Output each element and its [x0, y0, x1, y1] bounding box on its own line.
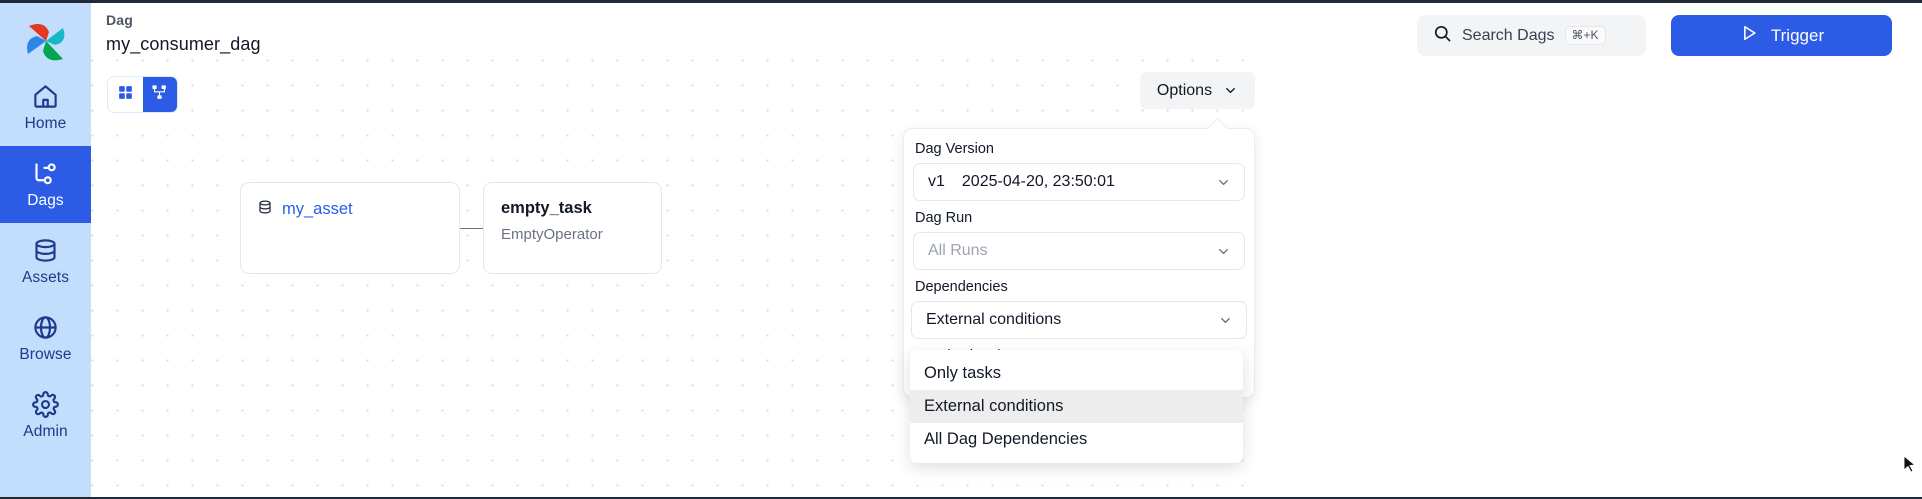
page-title: my_consumer_dag	[106, 34, 261, 54]
graph-node-task-label: empty_task	[501, 199, 592, 217]
sidebar-item-label: Admin	[23, 422, 68, 440]
dependencies-select[interactable]: External conditions	[911, 301, 1247, 339]
dependencies-label: Dependencies	[915, 279, 1008, 295]
grid-icon	[117, 84, 134, 106]
chevron-down-icon	[1216, 244, 1231, 259]
play-icon	[1739, 23, 1759, 48]
dependencies-option-only-tasks[interactable]: Only tasks	[924, 364, 1002, 382]
chevron-down-icon	[1223, 83, 1238, 98]
chevron-down-icon	[1216, 175, 1231, 190]
dag-run-select[interactable]: All Runs	[913, 232, 1245, 270]
page-header: Dag my_consumer_dag	[106, 12, 261, 55]
sidebar-item-label: Dags	[27, 191, 64, 209]
dag-detail-panel: my_consumer_dag Run Backfill	[1266, 59, 1922, 499]
graph-node-task-operator: EmptyOperator	[501, 226, 603, 243]
search-input[interactable]: Search Dags ⌘+K	[1417, 15, 1646, 56]
sidebar-item-assets[interactable]: Assets	[0, 223, 91, 300]
search-icon	[1433, 24, 1452, 48]
gear-icon	[32, 390, 59, 418]
dependencies-listbox: Only tasks External conditions All Dag D…	[910, 350, 1243, 463]
graph-node-task[interactable]: empty_task EmptyOperator	[483, 182, 662, 274]
window-bottom-border	[0, 497, 1922, 499]
graph-icon	[151, 84, 168, 106]
dependencies-option-all-dag-dependencies[interactable]: All Dag Dependencies	[924, 430, 1088, 448]
database-icon	[257, 199, 273, 220]
view-toggle-group	[107, 76, 178, 113]
search-placeholder: Search Dags	[1462, 26, 1555, 44]
sidebar-item-admin[interactable]: Admin	[0, 377, 91, 454]
home-icon	[32, 83, 59, 110]
dag-version-number: v1	[928, 173, 945, 190]
dag-run-label: Dag Run	[915, 210, 973, 226]
graph-node-asset[interactable]: my_asset	[240, 182, 460, 274]
sidebar-item-label: Assets	[21, 268, 70, 286]
graph-view-button[interactable]	[142, 77, 177, 112]
sidebar-item-home[interactable]: Home	[0, 69, 91, 146]
options-button[interactable]: Options	[1140, 72, 1255, 109]
chevron-down-icon	[1218, 313, 1233, 328]
database-icon	[32, 237, 59, 264]
airflow-pinwheel-logo[interactable]	[19, 15, 73, 69]
dag-run-placeholder: All Runs	[928, 242, 988, 259]
trigger-button[interactable]: Trigger	[1671, 15, 1892, 56]
dependencies-option-external-conditions[interactable]: External conditions	[910, 390, 1243, 423]
sidebar-item-browse[interactable]: Browse	[0, 300, 91, 377]
dag-icon	[32, 160, 59, 187]
search-shortcut-badge: ⌘+K	[1564, 25, 1606, 46]
dependencies-value: External conditions	[926, 311, 1062, 328]
dag-version-label: Dag Version	[915, 141, 994, 157]
sidebar-item-dags[interactable]: Dags	[0, 146, 91, 223]
grid-view-button[interactable]	[108, 77, 143, 112]
mouse-cursor	[1903, 455, 1917, 480]
dag-version-select[interactable]: v1 2025-04-20, 23:50:01	[913, 163, 1245, 201]
sidebar-item-label: Home	[24, 114, 67, 132]
dag-version-timestamp: 2025-04-20, 23:50:01	[961, 173, 1115, 190]
trigger-button-label: Trigger	[1770, 25, 1825, 45]
options-button-label: Options	[1156, 81, 1213, 99]
sidebar-item-label: Browse	[19, 345, 72, 363]
breadcrumb: Dag	[106, 12, 134, 28]
graph-edge-left	[460, 228, 493, 229]
globe-icon	[32, 314, 59, 341]
main-sidebar: Home Dags Assets	[0, 3, 91, 499]
window-top-border	[0, 0, 1922, 3]
graph-node-asset-label[interactable]: my_asset	[282, 200, 353, 218]
